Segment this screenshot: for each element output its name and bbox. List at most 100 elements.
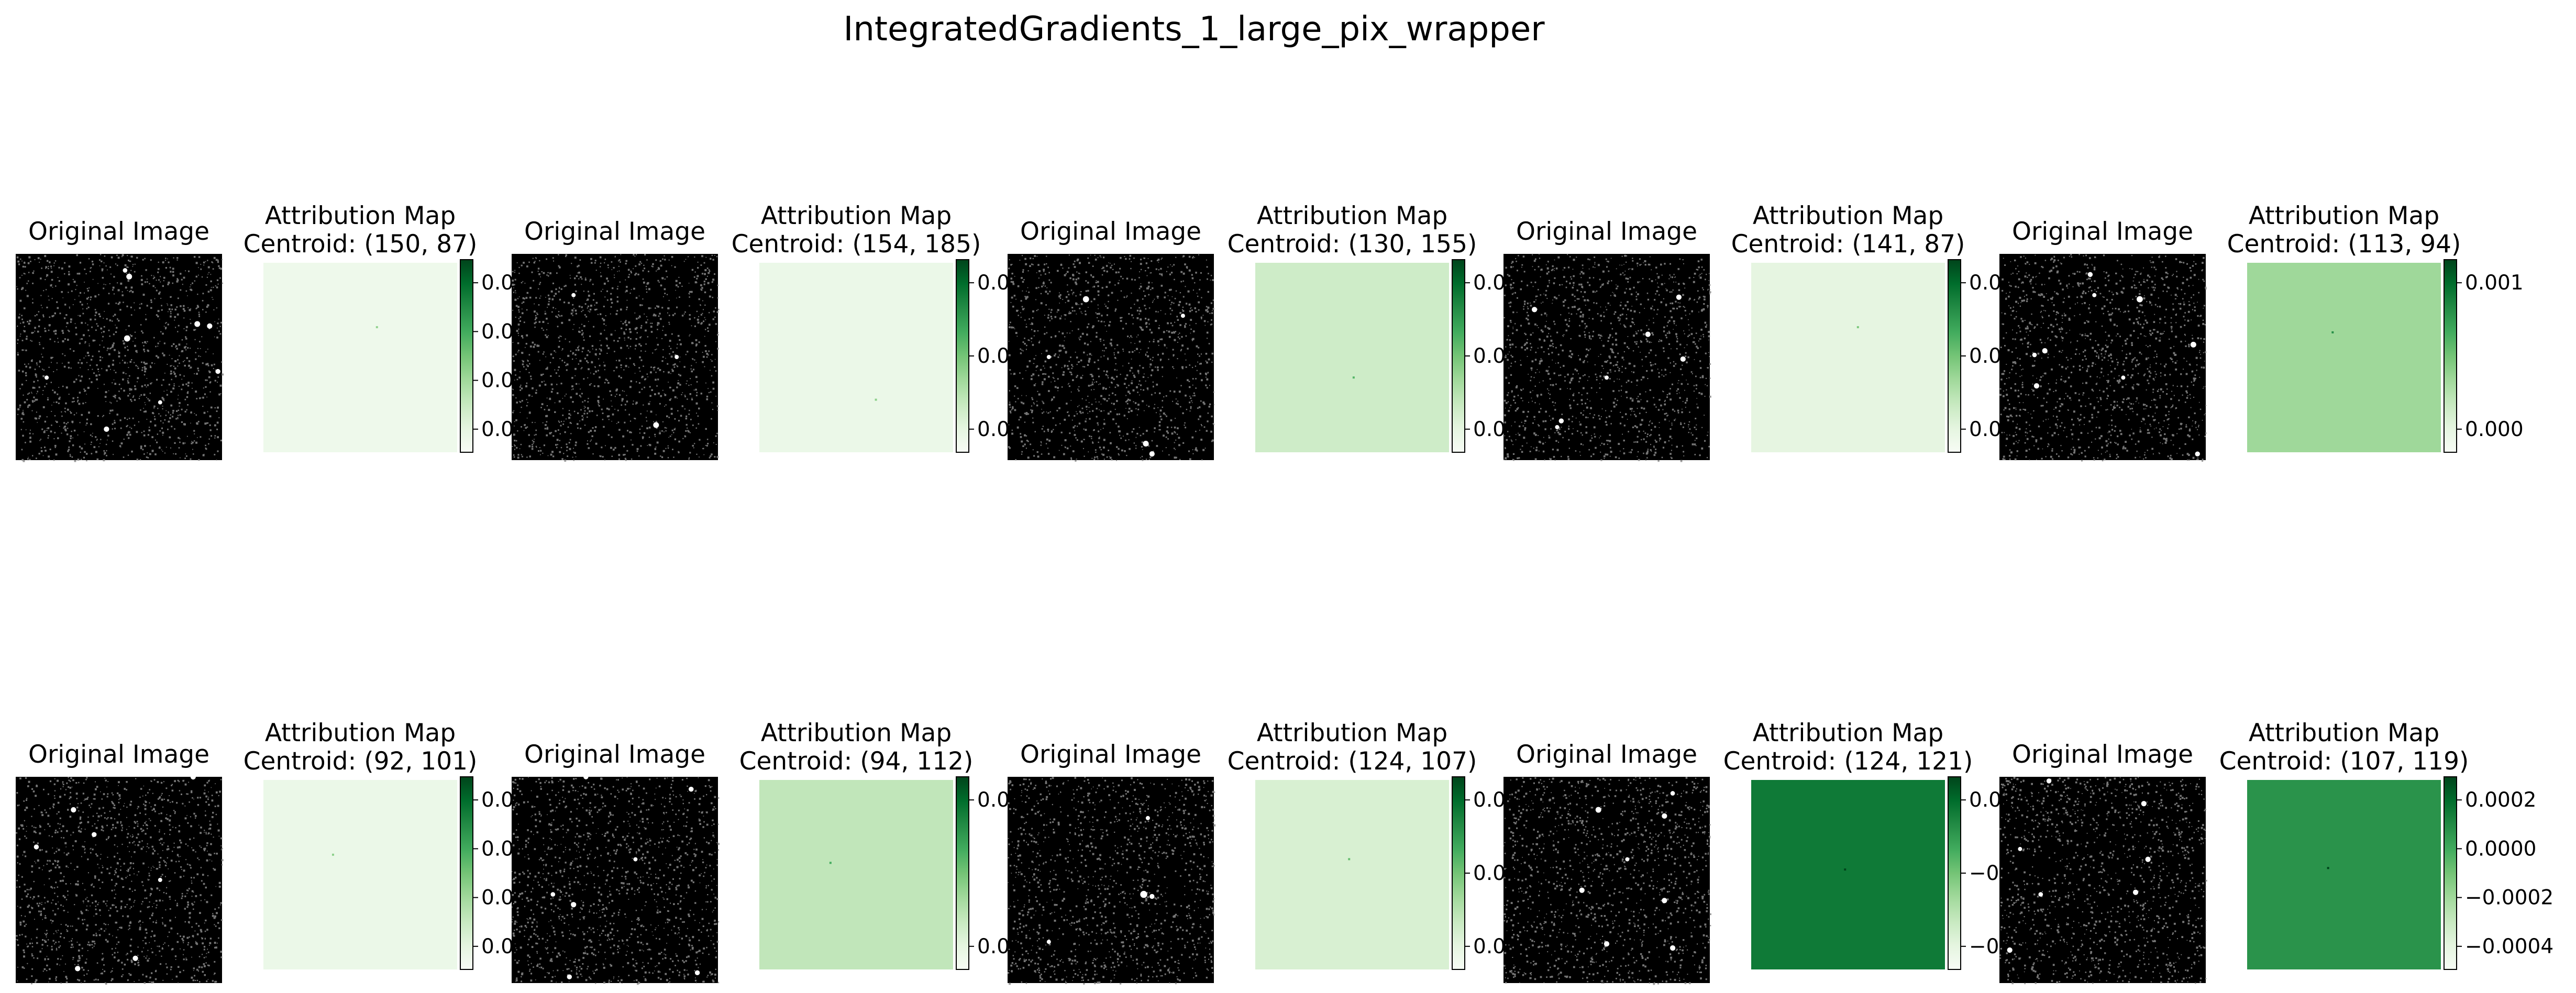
centroid-pixel: [829, 862, 832, 864]
attribution-centroid-label: Centroid: (124, 107): [1228, 747, 1477, 776]
original-image: [1999, 254, 2207, 462]
noise-texture: [1503, 254, 1711, 462]
star-blob: [158, 878, 162, 882]
original-image-background: [512, 254, 718, 460]
original-image-title: Original Image: [2012, 740, 2193, 769]
star-blob: [1082, 296, 1089, 303]
colorbar-tick-label: 0.0: [1473, 862, 1506, 885]
centroid-pixel: [1352, 376, 1355, 379]
colorbar-tick-label: 0.0: [1473, 418, 1506, 441]
star-blob: [2132, 889, 2139, 895]
star-blob: [45, 375, 49, 380]
star-blob: [158, 400, 162, 405]
colorbar: [460, 259, 473, 453]
star-blob: [571, 293, 576, 297]
original-image-background: [1999, 254, 2206, 460]
attribution-heatmap: [2247, 263, 2441, 452]
attribution-heatmap: [1751, 263, 1945, 452]
star-blob: [91, 832, 97, 838]
colorbar-tick-label: 0.0: [481, 935, 514, 958]
attribution-map-title: Attribution Map: [265, 202, 456, 230]
colorbar-tick-label: 0.0: [481, 837, 514, 861]
star-blob: [1605, 375, 1609, 380]
original-image-background: [1999, 777, 2206, 983]
attribution-heatmap: [1255, 263, 1449, 452]
star-blob: [1670, 791, 1675, 796]
original-image: [1999, 777, 2207, 985]
star-blob: [2121, 375, 2126, 380]
star-blob: [1555, 425, 1560, 429]
star-blob: [1143, 440, 1149, 447]
original-image-title: Original Image: [1020, 740, 1201, 769]
colorbar-tick-label: 0.0: [1473, 344, 1506, 368]
colorbar-tick-label: 0.0: [977, 418, 1010, 441]
star-blob: [653, 422, 659, 428]
centroid-pixel: [2327, 867, 2329, 869]
attribution-map-title: Attribution Map: [2249, 202, 2439, 230]
original-image: [512, 254, 720, 462]
original-image: [1008, 777, 1216, 985]
colorbar-tick-label: 0.0: [481, 886, 514, 910]
star-blob: [675, 355, 679, 359]
original-image-title: Original Image: [28, 217, 209, 246]
star-blob: [1149, 894, 1155, 899]
centroid-pixel: [331, 853, 334, 856]
original-image: [512, 774, 720, 985]
star-blob: [583, 774, 589, 779]
colorbar-tick-label: 0.0: [977, 935, 1010, 958]
original-image: [16, 774, 224, 985]
star-blob: [1670, 945, 1676, 951]
star-blob: [190, 774, 196, 780]
colorbar-tick-label: −0: [1969, 862, 1999, 885]
star-blob: [1645, 331, 1651, 337]
star-blob: [215, 369, 220, 374]
original-image-background: [512, 777, 718, 983]
original-image: [1503, 777, 1711, 985]
colorbar: [2444, 259, 2457, 453]
colorbar: [1452, 259, 1465, 453]
noise-texture: [1008, 254, 1215, 462]
colorbar-tick-label: 0.0000: [2465, 837, 2536, 861]
attribution-heatmap: [1255, 780, 1449, 969]
noise-texture: [512, 254, 720, 462]
colorbar-tick-label: 0.000: [2465, 418, 2524, 441]
star-blob: [1149, 451, 1155, 457]
star-blob: [2038, 892, 2043, 897]
star-blob: [71, 807, 76, 813]
colorbar-tick-label: 0.0: [481, 271, 514, 295]
star-blob: [1046, 355, 1051, 359]
colorbar: [2444, 776, 2457, 970]
star-blob: [1604, 941, 1610, 947]
star-blob: [207, 323, 213, 329]
star-blob: [126, 273, 132, 280]
star-blob: [132, 955, 138, 961]
star-blob: [75, 966, 81, 972]
original-image-title: Original Image: [1516, 740, 1697, 769]
colorbar-tick-label: 0.0: [1969, 344, 2002, 368]
colorbar-tick-label: 0.0: [1473, 935, 1506, 958]
star-blob: [2092, 293, 2097, 297]
original-image: [1008, 254, 1215, 462]
colorbar-tick-label: 0.0: [1473, 788, 1506, 812]
attribution-centroid-label: Centroid: (150, 87): [244, 230, 478, 259]
colorbar-tick-label: 0.0: [481, 418, 514, 441]
star-blob: [2007, 947, 2013, 953]
attribution-centroid-label: Centroid: (92, 101): [244, 747, 478, 776]
star-blob: [1180, 314, 1185, 318]
star-blob: [567, 974, 572, 979]
star-blob: [2190, 341, 2196, 348]
centroid-pixel: [1856, 326, 1859, 329]
colorbar: [1948, 259, 1961, 453]
colorbar-tick-label: 0.0: [481, 788, 514, 812]
star-blob: [550, 892, 556, 897]
original-image-title: Original Image: [524, 740, 705, 769]
colorbar-tick-label: −0: [1969, 935, 1999, 958]
star-blob: [689, 786, 694, 792]
star-blob: [571, 902, 577, 908]
original-image-background: [1503, 777, 1710, 983]
